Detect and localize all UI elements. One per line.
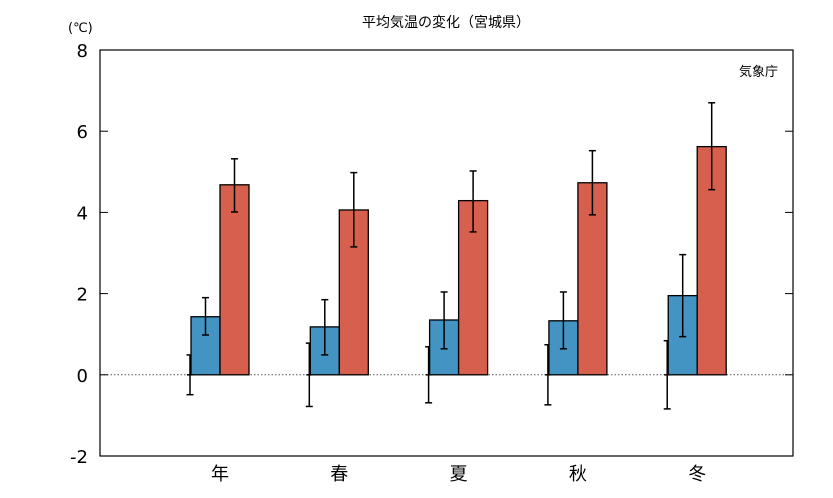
y-unit-label: (℃) — [68, 21, 93, 36]
y-tick-label: 0 — [77, 366, 88, 387]
x-tick-label: 夏 — [450, 464, 468, 485]
series-red-bar — [219, 184, 250, 376]
y-tick-label: 2 — [77, 285, 88, 306]
y-tick-label: 8 — [77, 41, 88, 62]
y-tick-label: 6 — [77, 122, 88, 143]
y-tick-label: -2 — [70, 447, 88, 468]
chart-title: 平均気温の変化（宮城県） — [362, 14, 530, 31]
x-tick-label: 冬 — [688, 464, 706, 485]
x-tick-label: 秋 — [569, 464, 587, 485]
source-label: 気象庁 — [739, 64, 778, 80]
y-tick-label: 4 — [77, 203, 88, 224]
x-tick-label: 春 — [330, 464, 348, 485]
x-tick-label: 年 — [211, 464, 229, 485]
plot-frame — [99, 49, 794, 457]
